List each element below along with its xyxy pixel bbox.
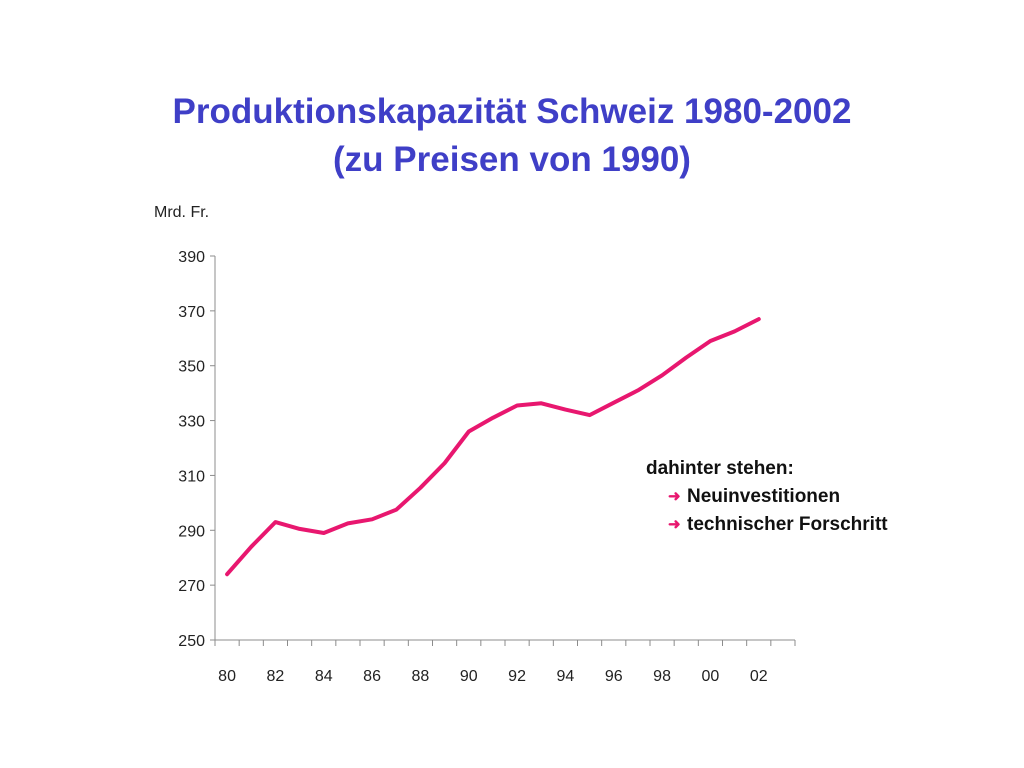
data-point (684, 355, 688, 359)
y-tick-label: 270 (178, 578, 205, 595)
y-tick-label: 250 (178, 633, 205, 650)
x-tick-label: 00 (702, 668, 720, 685)
annotation-heading: dahinter stehen: (646, 458, 794, 479)
data-point (443, 461, 447, 465)
y-tick-label: 370 (178, 304, 205, 321)
y-tick-label: 330 (178, 414, 205, 431)
data-point (563, 408, 567, 412)
annotation-item-technical-progress: ➜ technischer Forschritt (646, 511, 888, 539)
data-point (733, 329, 737, 333)
title-line-2: (zu Preisen von 1990) (333, 140, 691, 179)
y-tick-label: 390 (178, 249, 205, 266)
data-point (418, 486, 422, 490)
data-point (322, 531, 326, 535)
x-tick-label: 96 (605, 668, 623, 685)
data-point (491, 416, 495, 420)
x-tick-label: 80 (218, 668, 236, 685)
data-point (225, 572, 229, 576)
data-point (249, 545, 253, 549)
annotation-item-label: Neuinvestitionen (687, 486, 841, 507)
x-tick-label: 02 (750, 668, 768, 685)
data-point (370, 517, 374, 521)
x-tick-label: 98 (653, 668, 671, 685)
annotation-item-label: technischer Forschritt (687, 514, 888, 535)
x-tick-label: 94 (557, 668, 575, 685)
data-point (708, 339, 712, 343)
x-tick-label: 86 (363, 668, 381, 685)
data-point (612, 401, 616, 405)
series-line (225, 317, 761, 577)
y-tick-label: 310 (178, 468, 205, 485)
y-tick-label: 350 (178, 359, 205, 376)
y-tick-label: 290 (178, 523, 205, 540)
data-point (757, 317, 761, 321)
x-tick-label: 88 (412, 668, 430, 685)
data-point (467, 430, 471, 434)
x-tick-label: 90 (460, 668, 478, 685)
data-point (273, 520, 277, 524)
x-tick-label: 92 (508, 668, 526, 685)
annotation-item-investments: ➜ Neuinvestitionen (646, 483, 888, 511)
data-point (660, 373, 664, 377)
x-tick-label: 84 (315, 668, 333, 685)
y-axis-unit-label: Mrd. Fr. (154, 204, 210, 221)
right-arrow-icon: ➜ (668, 488, 681, 505)
data-point (394, 508, 398, 512)
data-point (636, 388, 640, 392)
title-line-1: Produktionskapazität Schweiz 1980-2002 (172, 92, 852, 131)
annotation-box: dahinter stehen: ➜ Neuinvestitionen ➜ te… (646, 455, 888, 539)
x-tick-label: 82 (267, 668, 285, 685)
slide-title: Produktionskapazität Schweiz 1980-2002 (… (0, 88, 1024, 184)
data-point (298, 527, 302, 531)
data-point (588, 413, 592, 417)
right-arrow-icon: ➜ (668, 516, 681, 533)
data-point (346, 521, 350, 525)
data-point (515, 403, 519, 407)
data-point (539, 401, 543, 405)
